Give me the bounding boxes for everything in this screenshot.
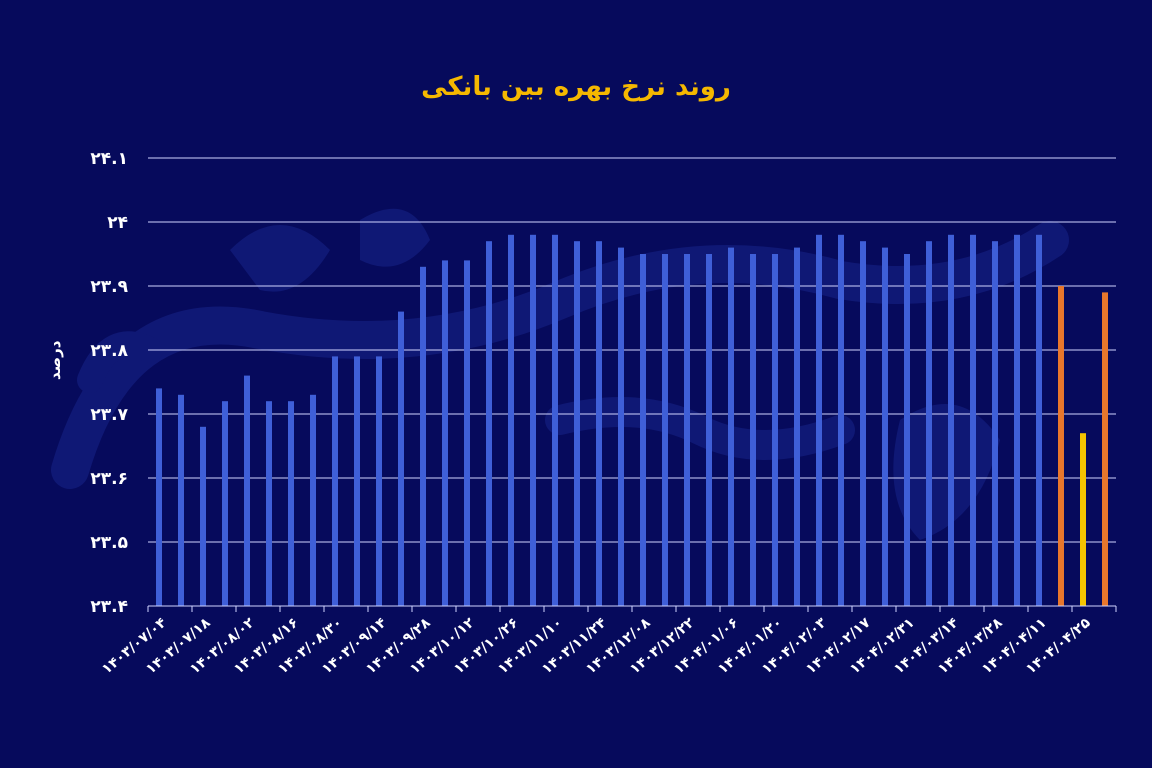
bar bbox=[816, 234, 822, 607]
bar bbox=[332, 356, 338, 606]
chart-title: روند نرخ بهره بین بانکی bbox=[421, 72, 731, 102]
bar bbox=[1102, 292, 1108, 606]
bar bbox=[574, 241, 580, 606]
bar bbox=[266, 401, 272, 606]
bar bbox=[882, 247, 888, 606]
bar bbox=[1014, 234, 1020, 607]
bar bbox=[684, 254, 690, 606]
y-tick-label: ۲۳.۶ bbox=[90, 469, 128, 489]
bar bbox=[838, 234, 844, 607]
bar bbox=[508, 234, 514, 607]
bar bbox=[1036, 234, 1042, 607]
y-tick-label: ۲۴ bbox=[107, 213, 128, 233]
bar bbox=[926, 241, 932, 606]
bar bbox=[376, 356, 382, 606]
bar bbox=[310, 394, 316, 606]
bar bbox=[794, 247, 800, 606]
y-tick-label: ۲۳.۹ bbox=[90, 277, 128, 297]
bar bbox=[552, 234, 558, 607]
bar bbox=[156, 388, 162, 606]
bar bbox=[486, 241, 492, 606]
bar bbox=[244, 375, 250, 606]
bar bbox=[860, 241, 866, 606]
bar bbox=[772, 254, 778, 606]
bar bbox=[354, 356, 360, 606]
y-tick-label: ۲۳.۷ bbox=[90, 405, 128, 425]
gridlines bbox=[148, 157, 1116, 543]
bar bbox=[1058, 286, 1064, 606]
bar bbox=[464, 260, 470, 606]
bar bbox=[1080, 433, 1086, 606]
y-tick-label: ۲۳.۸ bbox=[90, 341, 128, 361]
bar bbox=[398, 311, 404, 606]
y-tick-label: ۲۳.۴ bbox=[90, 597, 128, 617]
bar bbox=[222, 401, 228, 606]
bar bbox=[530, 234, 536, 607]
bar bbox=[618, 247, 624, 606]
bar bbox=[948, 234, 954, 607]
bar bbox=[904, 254, 910, 606]
bar bbox=[420, 266, 426, 606]
watermark-logo bbox=[51, 208, 1069, 540]
bar bbox=[200, 426, 206, 606]
y-axis-ticks: ۲۴.۱ ۲۴ ۲۳.۹ ۲۳.۸ ۲۳.۷ ۲۳.۶ ۲۳.۵ ۲۳.۴ bbox=[90, 149, 128, 617]
bar bbox=[640, 254, 646, 606]
bar bbox=[662, 254, 668, 606]
bar bbox=[728, 247, 734, 606]
bar bbox=[706, 254, 712, 606]
x-axis-ticks: ۱۴۰۳/۰۷/۰۴۱۴۰۳/۰۷/۱۸۱۴۰۳/۰۸/۰۲۱۴۰۳/۰۸/۱۶… bbox=[99, 606, 1117, 678]
bar bbox=[750, 254, 756, 606]
y-axis-label: درصد bbox=[46, 340, 64, 381]
bars bbox=[156, 234, 1108, 607]
bar bbox=[442, 260, 448, 606]
bar bbox=[970, 234, 976, 607]
bar bbox=[178, 394, 184, 606]
bar bbox=[596, 241, 602, 606]
bar bbox=[288, 401, 294, 606]
bar bbox=[992, 241, 998, 606]
y-tick-label: ۲۳.۵ bbox=[90, 533, 128, 553]
y-tick-label: ۲۴.۱ bbox=[90, 149, 128, 169]
